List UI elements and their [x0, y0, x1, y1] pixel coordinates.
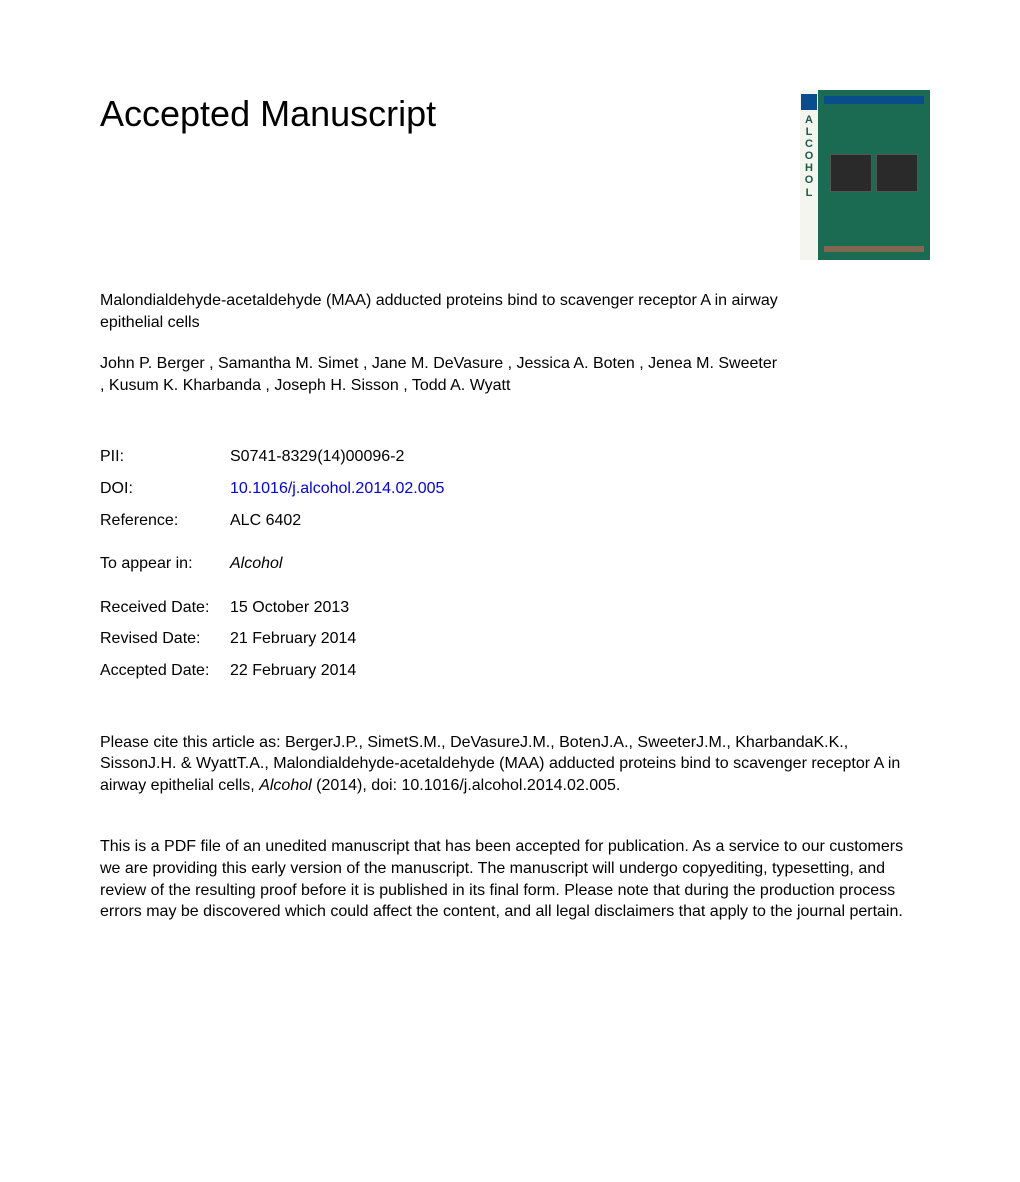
cover-image-row: [824, 154, 924, 192]
article-title-block: Malondialdehyde-acetaldehyde (MAA) adduc…: [100, 290, 780, 333]
meta-value-accepted: 22 February 2014: [230, 660, 930, 682]
meta-label: To appear in:: [100, 553, 230, 575]
cover-figure-icon: [876, 154, 918, 192]
disclaimer-text: This is a PDF file of an unedited manusc…: [100, 836, 920, 922]
cover-spine: A L C O H O L: [800, 90, 818, 260]
header-row: Accepted Manuscript A L C O H O L: [100, 90, 930, 260]
cover-bottom-bar: [824, 246, 924, 252]
cover-main-panel: [818, 90, 930, 260]
journal-cover-thumbnail: A L C O H O L: [800, 90, 930, 260]
cover-top-bar: [824, 96, 924, 104]
meta-row-accepted: Accepted Date: 22 February 2014: [100, 660, 930, 682]
citation-suffix: (2014), doi: 10.1016/j.alcohol.2014.02.0…: [312, 777, 621, 794]
meta-label: Received Date:: [100, 597, 230, 619]
meta-value-pii: S0741-8329(14)00096-2: [230, 446, 930, 468]
cover-figure-icon: [830, 154, 872, 192]
meta-label: Accepted Date:: [100, 660, 230, 682]
page-heading: Accepted Manuscript: [100, 90, 436, 139]
spine-letter: C: [805, 138, 813, 150]
meta-label: Reference:: [100, 510, 230, 532]
citation-journal: Alcohol: [259, 777, 311, 794]
article-title: Malondialdehyde-acetaldehyde (MAA) adduc…: [100, 290, 780, 333]
meta-spacer: [100, 541, 930, 553]
meta-label: PII:: [100, 446, 230, 468]
meta-value-doi-link[interactable]: 10.1016/j.alcohol.2014.02.005: [230, 478, 930, 500]
meta-value-reference: ALC 6402: [230, 510, 930, 532]
meta-row-reference: Reference: ALC 6402: [100, 510, 930, 532]
meta-value-revised: 21 February 2014: [230, 628, 930, 650]
spine-letter: H: [805, 162, 813, 174]
spine-letter: L: [806, 187, 813, 199]
meta-row-pii: PII: S0741-8329(14)00096-2: [100, 446, 930, 468]
meta-row-revised: Revised Date: 21 February 2014: [100, 628, 930, 650]
meta-spacer: [100, 585, 930, 597]
publisher-logo-icon: [801, 94, 817, 110]
spine-letter: O: [805, 174, 814, 186]
meta-value-journal: Alcohol: [230, 553, 930, 575]
spine-letter: L: [806, 126, 813, 138]
spine-letter: A: [805, 114, 813, 126]
citation-block: Please cite this article as: BergerJ.P.,…: [100, 732, 920, 797]
meta-row-appear: To appear in: Alcohol: [100, 553, 930, 575]
meta-label: DOI:: [100, 478, 230, 500]
authors-list: John P. Berger , Samantha M. Simet , Jan…: [100, 353, 780, 396]
meta-row-received: Received Date: 15 October 2013: [100, 597, 930, 619]
meta-row-doi: DOI: 10.1016/j.alcohol.2014.02.005: [100, 478, 930, 500]
metadata-table: PII: S0741-8329(14)00096-2 DOI: 10.1016/…: [100, 446, 930, 681]
meta-value-received: 15 October 2013: [230, 597, 930, 619]
meta-label: Revised Date:: [100, 628, 230, 650]
spine-letter: O: [805, 150, 814, 162]
